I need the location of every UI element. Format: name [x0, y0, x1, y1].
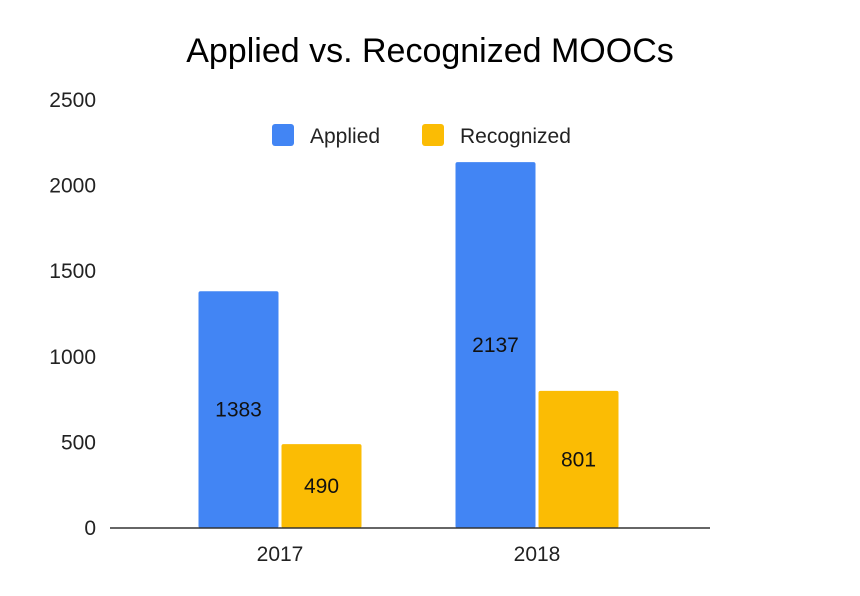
- bar-applied-2017: [198, 291, 279, 528]
- legend-label-applied: Applied: [310, 125, 380, 148]
- y-tick-label: 1000: [49, 346, 96, 369]
- x-tick-label: 2017: [257, 543, 304, 566]
- y-tick-label: 2500: [49, 89, 96, 112]
- y-tick-label: 1500: [49, 260, 96, 283]
- x-axis-ticks: 2017 2018: [257, 543, 561, 566]
- bar-recognized-2018: [538, 390, 619, 528]
- legend: Applied Recognized: [272, 124, 571, 148]
- legend-label-recognized: Recognized: [460, 125, 571, 148]
- bars: 1383 490 2137 801: [198, 162, 619, 528]
- legend-swatch-applied: [272, 124, 294, 146]
- data-label-applied-2017: 1383: [215, 399, 262, 422]
- chart-title: Applied vs. Recognized MOOCs: [186, 32, 674, 70]
- y-axis-ticks: 0 500 1000 1500 2000 2500: [49, 89, 96, 540]
- data-label-recognized-2018: 801: [561, 448, 596, 471]
- legend-swatch-recognized: [422, 124, 444, 146]
- bar-applied-2018: [455, 162, 536, 528]
- data-label-recognized-2017: 490: [304, 475, 339, 498]
- x-tick-label: 2018: [514, 543, 561, 566]
- y-tick-label: 0: [84, 517, 96, 540]
- bar-recognized-2017: [281, 444, 362, 528]
- data-label-applied-2018: 2137: [472, 334, 519, 357]
- y-tick-label: 2000: [49, 175, 96, 198]
- y-tick-label: 500: [61, 431, 96, 454]
